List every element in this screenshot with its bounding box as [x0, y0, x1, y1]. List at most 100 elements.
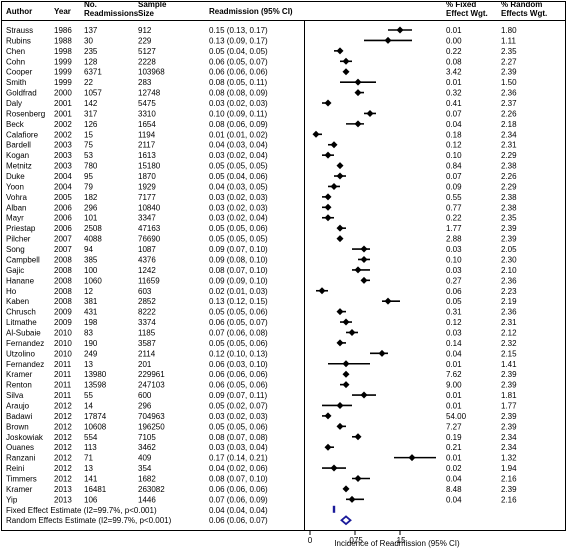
study-author: Kogan [6, 151, 29, 160]
point-estimate [342, 57, 350, 65]
study-author: Joskowiak [6, 433, 44, 442]
study-readmissions: 13598 [84, 381, 107, 390]
study-random-weight: 2.39 [501, 68, 517, 77]
study-sample-size: 3587 [138, 339, 156, 348]
point-estimate [378, 349, 386, 357]
point-estimate [384, 297, 392, 305]
point-estimate [324, 203, 332, 211]
study-readmissions: 381 [84, 297, 98, 306]
study-sample-size: 1185 [138, 328, 156, 337]
study-author: Araujo [6, 401, 30, 410]
study-fixed-weight: 0.01 [446, 78, 462, 87]
study-sample-size: 12748 [138, 89, 161, 98]
study-readmissions: 79 [84, 182, 93, 191]
study-fixed-weight: 2.88 [446, 235, 462, 244]
table-row: Song 2007 94 1087 0.09 (0.07, 0.10) 0.03 2.05 [6, 245, 517, 254]
study-random-weight: 2.38 [501, 203, 517, 212]
study-random-weight: 2.39 [501, 485, 517, 494]
study-readmissions: 10608 [84, 422, 107, 431]
study-sample-size: 247103 [138, 381, 165, 390]
study-year: 2000 [54, 89, 72, 98]
table-row: Ouanes 2012 113 3462 0.03 (0.03, 0.04) 0.21 2.… [6, 443, 517, 452]
study-year: 2008 [54, 255, 72, 264]
study-ci: 0.07 (0.06, 0.09) [209, 495, 268, 504]
point-estimate [324, 151, 332, 159]
study-fixed-weight: 0.00 [446, 36, 462, 45]
study-random-weight: 2.15 [501, 349, 517, 358]
study-random-weight: 1.80 [501, 26, 517, 35]
study-fixed-weight: 0.77 [446, 203, 462, 212]
study-readmissions: 16481 [84, 485, 107, 494]
table-row: Hanane 2008 1060 11659 0.09 (0.09, 0.10) 0.27… [6, 276, 517, 285]
study-readmissions: 317 [84, 109, 98, 118]
x-axis: Incidence of Readmission (95% CI) 0 .075.… [308, 531, 460, 548]
study-random-weight: 2.12 [501, 328, 517, 337]
point-estimate [342, 370, 350, 378]
study-readmissions: 431 [84, 308, 98, 317]
study-readmissions: 296 [84, 203, 98, 212]
study-author: Daly [6, 99, 22, 108]
point-estimate [342, 68, 350, 76]
study-readmissions: 385 [84, 255, 98, 264]
study-sample-size: 296 [138, 401, 152, 410]
point-estimate [324, 412, 332, 420]
study-readmissions: 141 [84, 474, 98, 483]
study-sample-size: 704963 [138, 412, 165, 421]
table-row: Gajic 2008 100 1242 0.08 (0.07, 0.10) 0.03 2.1… [6, 266, 517, 275]
point-estimate [360, 276, 368, 284]
study-ci: 0.07 (0.06, 0.08) [209, 328, 268, 337]
study-random-weight: 2.27 [501, 57, 517, 66]
table-row: Kogan 2003 53 1613 0.03 (0.02, 0.04) 0.10 2.29 [6, 151, 517, 160]
study-sample-size: 263082 [138, 485, 165, 494]
study-fixed-weight: 0.55 [446, 193, 462, 202]
study-year: 2010 [54, 349, 72, 358]
study-ci: 0.09 (0.09, 0.10) [209, 276, 268, 285]
header-sample-line2: Size [138, 9, 155, 18]
header-random-line1: % Random [501, 0, 542, 9]
study-author: Reini [6, 464, 24, 473]
study-readmissions: 13 [84, 360, 93, 369]
point-estimate [354, 474, 362, 482]
study-ci: 0.09 (0.07, 0.11) [209, 391, 267, 400]
study-author: Goldfrad [6, 89, 37, 98]
table-row: Araujo 2012 14 296 0.05 (0.02, 0.07) 0.01 1.77 [6, 401, 517, 410]
table-row: Alban 2006 296 10840 0.03 (0.02, 0.03) 0.77 2.… [6, 203, 517, 212]
study-fixed-weight: 0.32 [446, 89, 462, 98]
study-fixed-weight: 0.12 [446, 318, 462, 327]
study-random-weight: 1.41 [501, 360, 517, 369]
study-ci: 0.08 (0.05, 0.11) [209, 78, 267, 87]
study-fixed-weight: 0.01 [446, 401, 462, 410]
study-fixed-weight: 0.04 [446, 495, 462, 504]
point-estimate [360, 245, 368, 253]
study-ci: 0.08 (0.07, 0.10) [209, 474, 268, 483]
point-estimate [342, 381, 350, 389]
table-row: Calafiore 2002 15 1194 0.01 (0.01, 0.02) 0.18… [6, 130, 517, 139]
study-author: Renton [6, 381, 32, 390]
study-readmissions: 15 [84, 130, 93, 139]
table-row: Cooper 1999 6371 103968 0.06 (0.06, 0.06) 3.4… [6, 68, 517, 77]
study-year: 2006 [54, 224, 72, 233]
study-random-weight: 2.10 [501, 266, 517, 275]
study-readmissions: 190 [84, 339, 98, 348]
study-year: 2005 [54, 193, 72, 202]
study-ci: 0.06 (0.06, 0.06) [209, 485, 268, 494]
point-estimate [342, 485, 350, 493]
study-fixed-weight: 7.27 [446, 422, 462, 431]
study-fixed-weight: 0.07 [446, 109, 462, 118]
study-author: Beck [6, 120, 25, 129]
point-estimate [384, 36, 392, 44]
study-ci: 0.15 (0.13, 0.17) [209, 26, 268, 35]
study-year: 2013 [54, 495, 72, 504]
study-fixed-weight: 54.00 [446, 412, 467, 421]
study-ci: 0.09 (0.07, 0.10) [209, 245, 268, 254]
study-fixed-weight: 0.03 [446, 328, 462, 337]
study-author: Smith [6, 78, 26, 87]
plot-marks [304, 20, 436, 531]
study-readmissions: 249 [84, 349, 98, 358]
study-readmissions: 126 [84, 120, 98, 129]
study-year: 2012 [54, 401, 72, 410]
x-tick-label: .075 [347, 536, 363, 545]
study-random-weight: 1.32 [501, 454, 517, 463]
study-readmissions: 182 [84, 193, 98, 202]
study-readmissions: 198 [84, 318, 98, 327]
